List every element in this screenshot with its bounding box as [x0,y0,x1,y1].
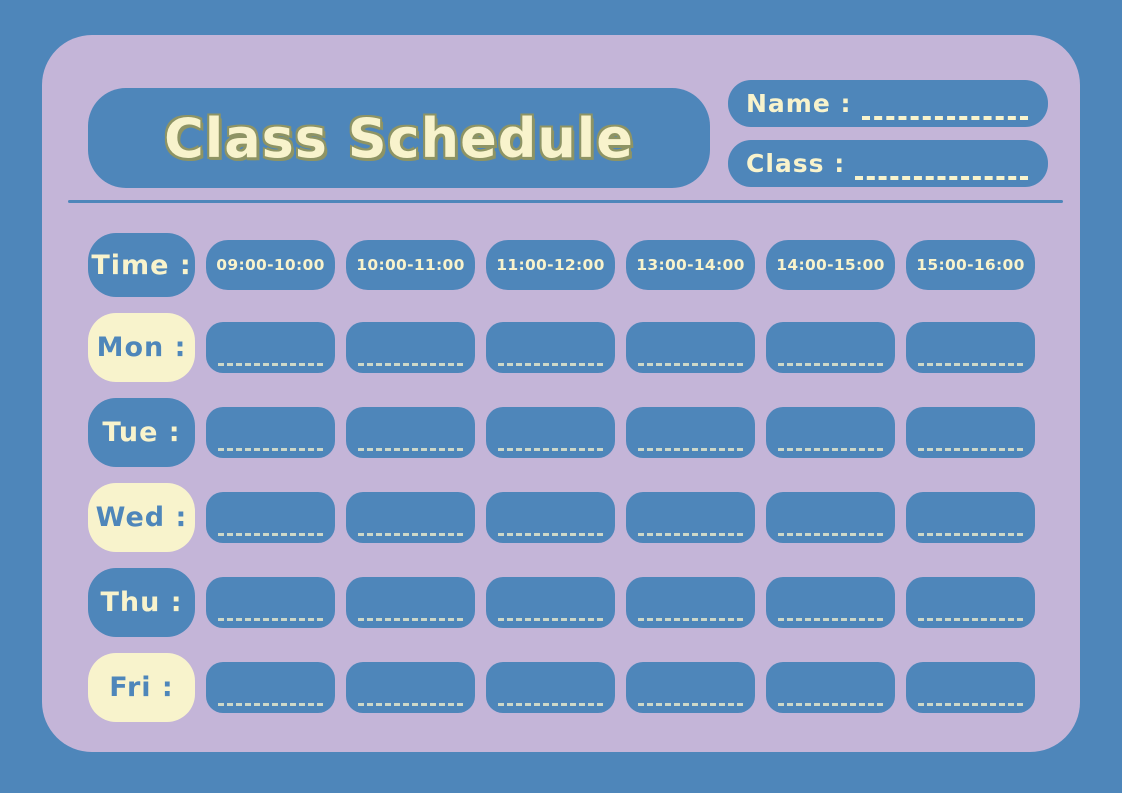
schedule-cell[interactable] [486,662,615,713]
time-slot: 09:00-10:00 [206,240,335,290]
title-banner: Class Schedule [88,88,710,188]
cell-writing-line [497,363,604,366]
cell-writing-line [637,448,744,451]
cell-writing-line [357,618,464,621]
schedule-cell[interactable] [626,577,755,628]
schedule-cell[interactable] [486,407,615,458]
day-label: Thu : [88,568,195,637]
time-row: Time : 09:00-10:00 10:00-11:00 11:00-12:00… [88,233,1035,297]
time-slots: 09:00-10:00 10:00-11:00 11:00-12:00 13:00-1… [206,240,1035,290]
day-cells [206,407,1035,458]
day-cells [206,322,1035,373]
schedule-cell[interactable] [346,407,475,458]
schedule-grid: Time : 09:00-10:00 10:00-11:00 11:00-12:00… [88,233,1035,722]
schedule-cell[interactable] [206,322,335,373]
cell-writing-line [217,363,324,366]
name-input-line[interactable] [861,106,1028,120]
cell-writing-line [637,618,744,621]
schedule-cell[interactable] [206,407,335,458]
schedule-cell[interactable] [206,577,335,628]
schedule-cell[interactable] [766,322,895,373]
schedule-cell[interactable] [486,492,615,543]
schedule-cell[interactable] [766,577,895,628]
time-slot: 14:00-15:00 [766,240,895,290]
cell-writing-line [777,448,884,451]
class-label: Class : [746,149,846,178]
schedule-cell[interactable] [766,662,895,713]
schedule-cell[interactable] [346,492,475,543]
time-header-label: Time : [88,233,195,297]
schedule-cell[interactable] [906,492,1035,543]
day-label: Fri : [88,653,195,722]
schedule-cell[interactable] [486,322,615,373]
schedule-cell[interactable] [486,577,615,628]
day-label: Wed : [88,483,195,552]
cell-writing-line [497,448,604,451]
identity-fields: Name : Class : [728,80,1048,200]
day-label: Mon : [88,313,195,382]
schedule-cell[interactable] [346,662,475,713]
cell-writing-line [777,363,884,366]
time-slot: 10:00-11:00 [346,240,475,290]
day-row: Thu : [88,568,1035,637]
cell-writing-line [497,618,604,621]
name-label: Name : [746,89,852,118]
schedule-cell[interactable] [766,492,895,543]
day-row: Mon : [88,313,1035,382]
time-slot: 11:00-12:00 [486,240,615,290]
cell-writing-line [777,618,884,621]
schedule-cell[interactable] [766,407,895,458]
cell-writing-line [357,448,464,451]
schedule-cell[interactable] [206,662,335,713]
day-cells [206,492,1035,543]
class-input-line[interactable] [855,166,1028,180]
header-divider [68,200,1063,203]
cell-writing-line [917,448,1024,451]
day-row: Wed : [88,483,1035,552]
schedule-cell[interactable] [346,577,475,628]
day-cells [206,662,1035,713]
cell-writing-line [217,703,324,706]
schedule-cell[interactable] [206,492,335,543]
class-field[interactable]: Class : [728,140,1048,187]
name-field[interactable]: Name : [728,80,1048,127]
cell-writing-line [637,363,744,366]
cell-writing-line [917,363,1024,366]
cell-writing-line [497,703,604,706]
cell-writing-line [917,618,1024,621]
cell-writing-line [777,533,884,536]
cell-writing-line [917,703,1024,706]
time-slot: 13:00-14:00 [626,240,755,290]
cell-writing-line [217,448,324,451]
day-label: Tue : [88,398,195,467]
schedule-cell[interactable] [906,407,1035,458]
day-cells [206,577,1035,628]
cell-writing-line [637,533,744,536]
page-title: Class Schedule [164,106,634,170]
cell-writing-line [917,533,1024,536]
cell-writing-line [777,703,884,706]
cell-writing-line [217,533,324,536]
schedule-cell[interactable] [626,662,755,713]
schedule-card: Class Schedule Name : Class : Time : 09:… [42,35,1080,752]
schedule-cell[interactable] [906,662,1035,713]
day-row: Fri : [88,653,1035,722]
cell-writing-line [357,703,464,706]
time-slot: 15:00-16:00 [906,240,1035,290]
cell-writing-line [497,533,604,536]
schedule-cell[interactable] [906,577,1035,628]
cell-writing-line [357,533,464,536]
cell-writing-line [637,703,744,706]
schedule-cell[interactable] [626,322,755,373]
day-row: Tue : [88,398,1035,467]
schedule-cell[interactable] [626,492,755,543]
cell-writing-line [217,618,324,621]
schedule-cell[interactable] [906,322,1035,373]
schedule-cell[interactable] [346,322,475,373]
schedule-cell[interactable] [626,407,755,458]
cell-writing-line [357,363,464,366]
